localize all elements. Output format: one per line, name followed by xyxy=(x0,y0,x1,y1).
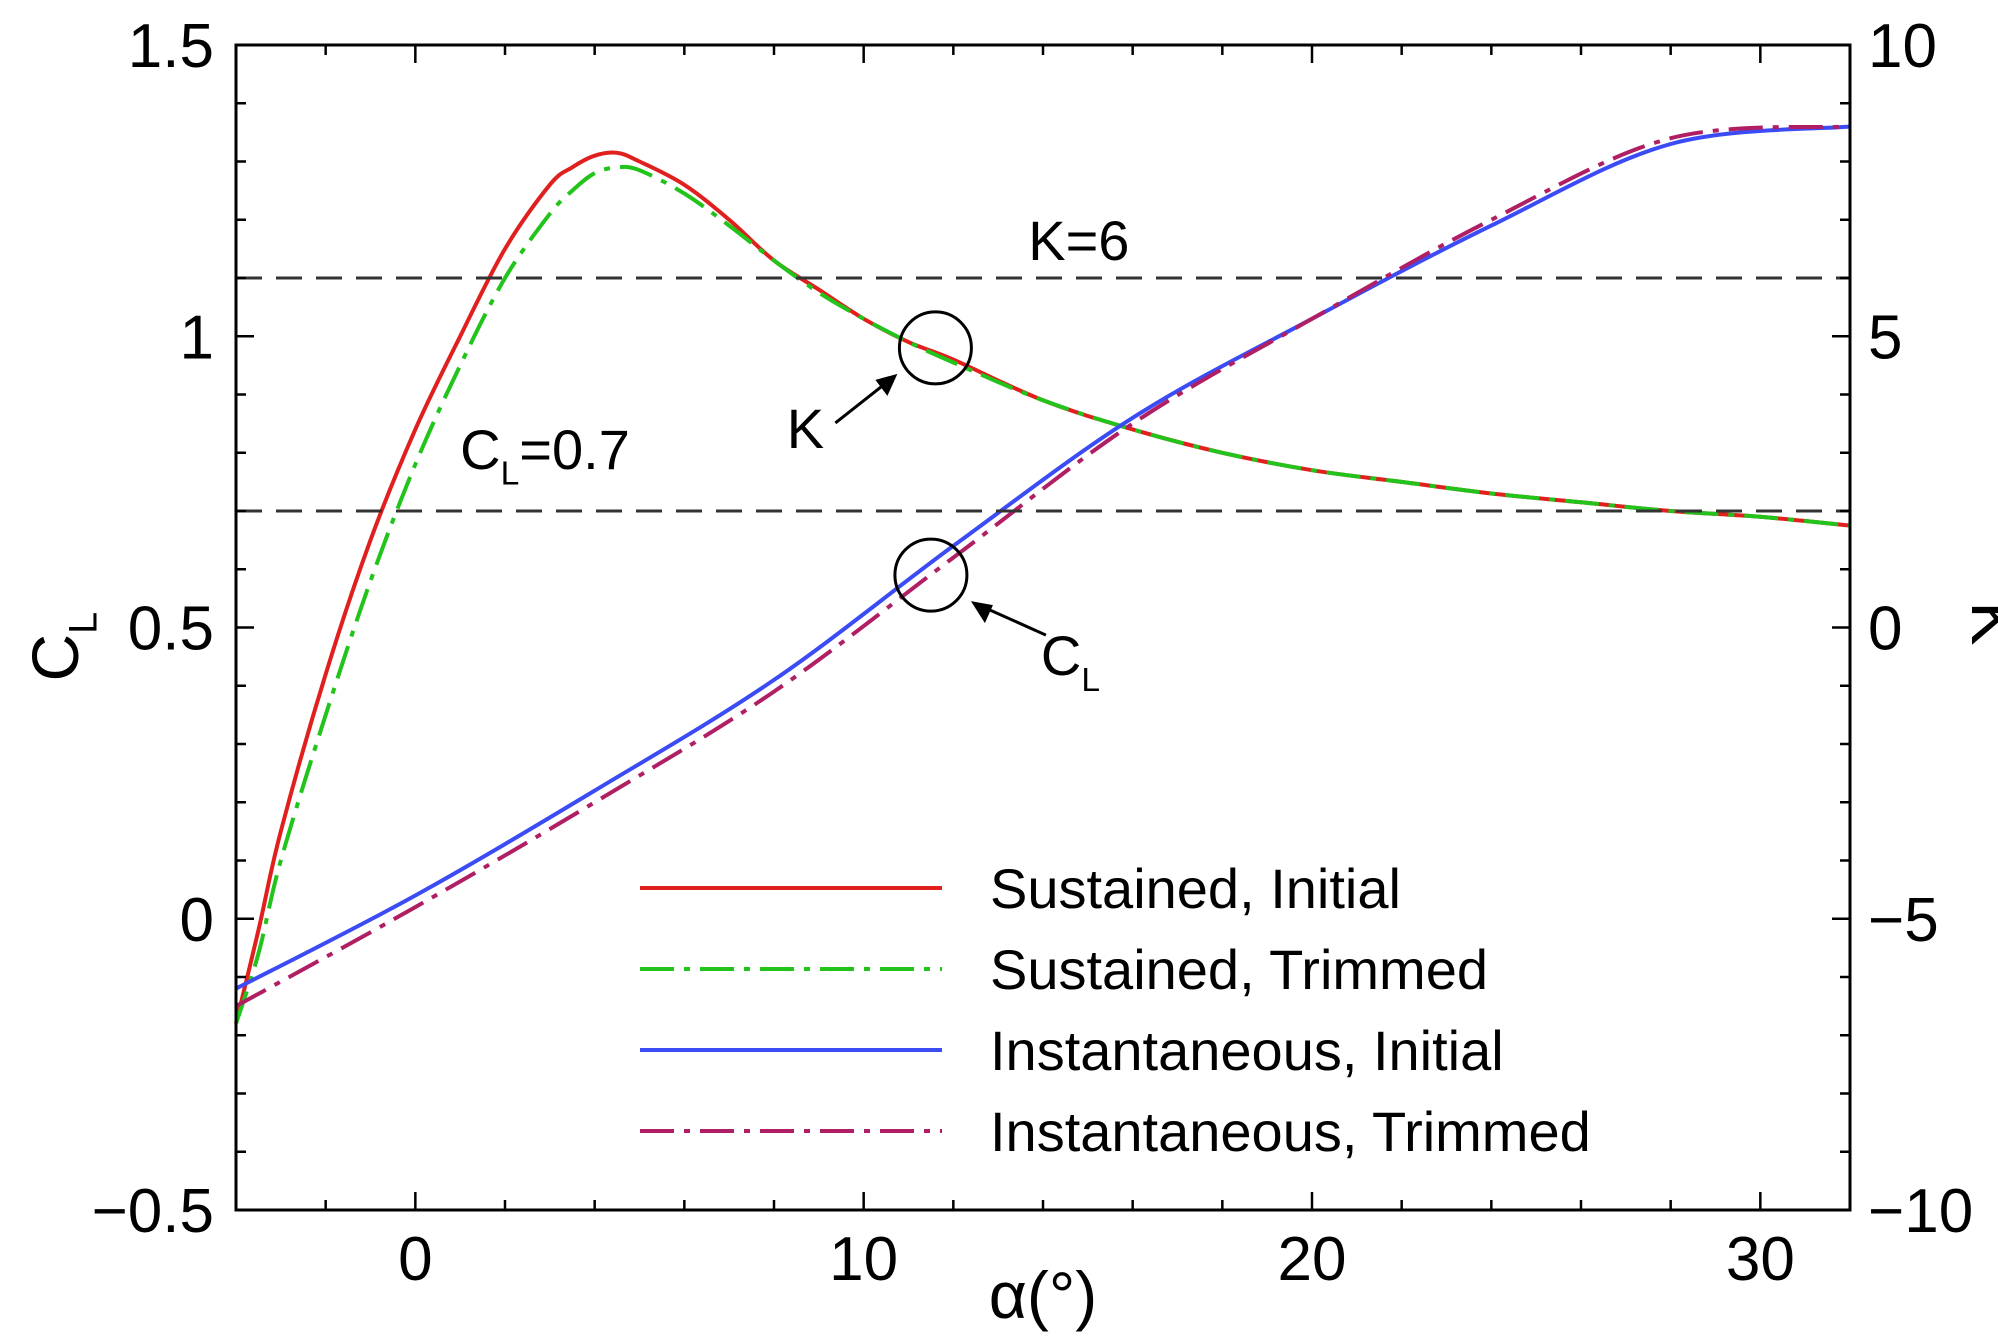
y-tick-label-right: 5 xyxy=(1868,303,1902,372)
y-axis-title-right-group: K xyxy=(1958,601,1998,645)
x-tick-label: 20 xyxy=(1278,1225,1347,1294)
legend-label-3: Instantaneous, Initial xyxy=(990,1019,1504,1082)
y-axis-title-left-group: CL xyxy=(18,612,105,682)
series-line-4 xyxy=(235,124,1851,1008)
y-axis-title-right: K xyxy=(1958,601,1998,645)
axis-labels: α(°) CL K xyxy=(18,601,1998,1332)
annotation-label-k: K xyxy=(787,397,824,460)
y-tick-label-right: −10 xyxy=(1868,1177,1973,1246)
y-tick-label-left: 0.5 xyxy=(128,595,214,664)
series-line-2 xyxy=(234,164,1851,1025)
y-tick-label-left: 1 xyxy=(180,303,214,372)
reference-label-k: K=6 xyxy=(1028,209,1129,272)
annotation-arrowhead-cl xyxy=(970,601,993,624)
axes: 0 10 20 30 −0.5 0 0.5 1 1.5 −10 −5 0 5 10 xyxy=(92,12,1974,1294)
y-tick-label-left: 1.5 xyxy=(128,12,214,81)
x-tick-label: 10 xyxy=(829,1225,898,1294)
annotation-label-cl: CL xyxy=(1041,624,1100,699)
y-tick-label-right: −5 xyxy=(1868,886,1939,955)
y-tick-label-left: −0.5 xyxy=(92,1177,214,1246)
y-tick-label-right: 0 xyxy=(1868,595,1902,664)
legend-label-4: Instantaneous, Trimmed xyxy=(990,1100,1591,1163)
reference-lines: CL=0.7 K=6 xyxy=(236,209,1850,513)
annotation-circle-k xyxy=(897,310,973,386)
annotation-arrowhead-k xyxy=(875,373,898,396)
y-axis-title-left: CL xyxy=(18,612,105,682)
series-layer xyxy=(234,124,1851,1025)
y-tick-label-left: 0 xyxy=(180,886,214,955)
series-line-3 xyxy=(235,124,1851,991)
x-tick-label: 30 xyxy=(1726,1225,1795,1294)
legend: Sustained, Initial Sustained, Trimmed Inst… xyxy=(640,857,1591,1163)
annotations: K CL xyxy=(787,310,1100,699)
x-tick-label: 0 xyxy=(398,1225,432,1294)
legend-label-1: Sustained, Initial xyxy=(990,857,1401,920)
annotation-arrow-k xyxy=(834,380,889,425)
legend-label-2: Sustained, Trimmed xyxy=(990,938,1488,1001)
x-axis-title: α(°) xyxy=(989,1258,1098,1332)
annotation-circle-cl xyxy=(893,537,969,613)
y-tick-label-right: 10 xyxy=(1868,12,1937,81)
reference-label-cl: CL=0.7 xyxy=(460,418,630,493)
